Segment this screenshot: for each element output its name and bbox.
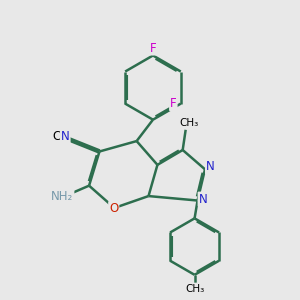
Text: N: N xyxy=(206,160,215,173)
Text: N: N xyxy=(61,130,70,142)
Text: F: F xyxy=(150,42,156,55)
Text: CH₃: CH₃ xyxy=(185,284,204,293)
Text: C: C xyxy=(53,130,61,142)
Text: CH₃: CH₃ xyxy=(179,118,198,128)
Text: O: O xyxy=(109,202,119,215)
Text: N: N xyxy=(199,193,207,206)
Text: F: F xyxy=(170,97,177,110)
Text: NH₂: NH₂ xyxy=(51,190,74,202)
